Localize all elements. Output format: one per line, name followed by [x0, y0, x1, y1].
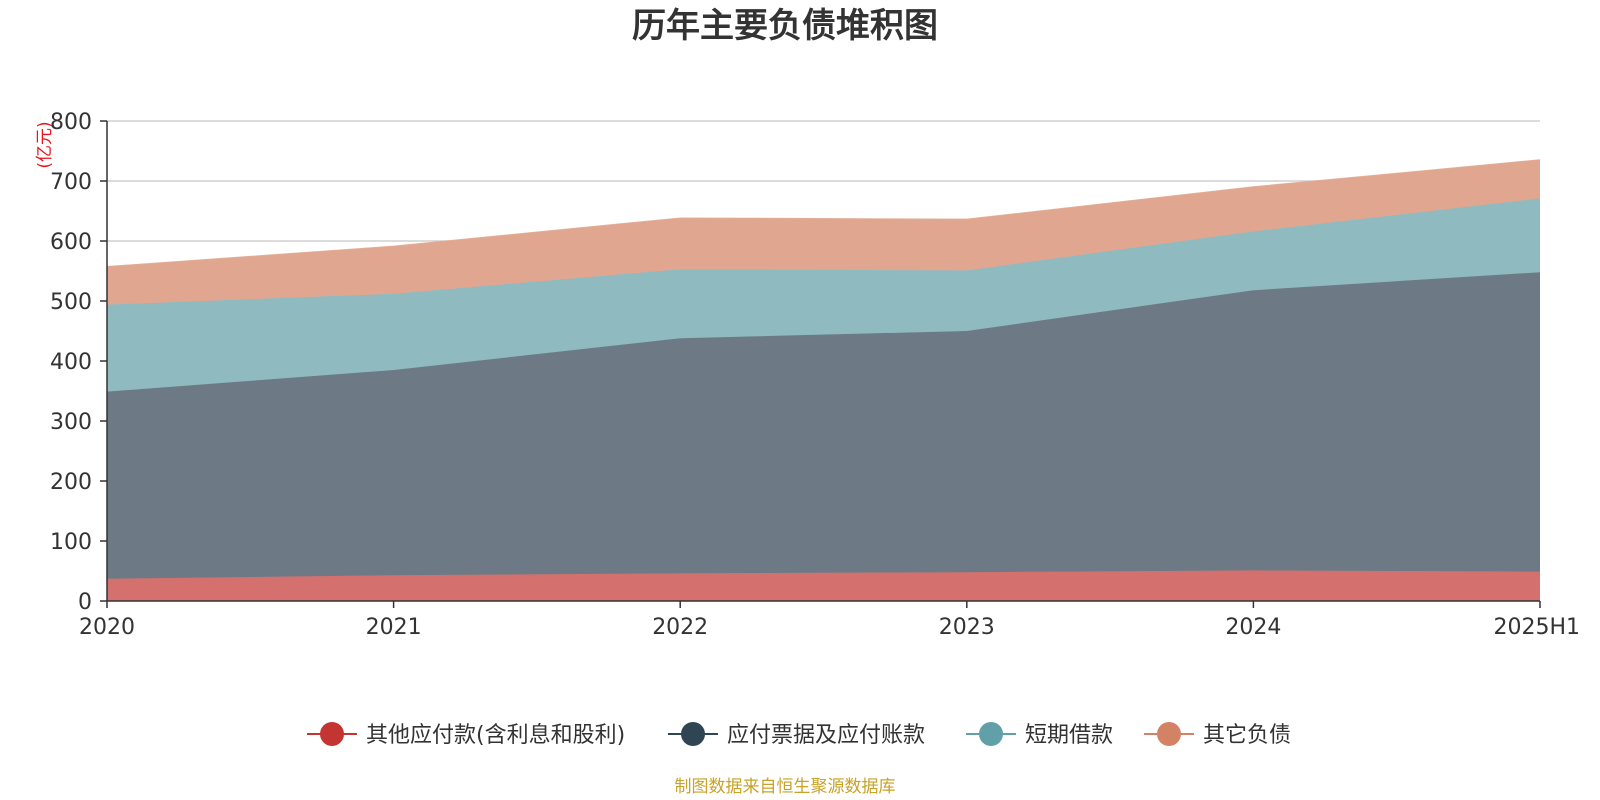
area-series — [106, 159, 1541, 601]
y-tick-label: 0 — [78, 590, 92, 615]
legend-item[interactable]: 其它负债 — [1144, 722, 1291, 748]
legend-marker — [979, 722, 1003, 746]
y-tick-label: 700 — [50, 170, 92, 195]
x-tick-label: 2022 — [652, 615, 708, 640]
legend-label: 短期借款 — [1025, 723, 1113, 748]
legend: 其他应付款(含利息和股利) 应付票据及应付账款 短期借款 其它负债 — [307, 722, 1291, 748]
x-tick-label: 2025H1 — [1493, 615, 1580, 640]
legend-item[interactable]: 其他应付款(含利息和股利) — [307, 722, 625, 748]
y-tick-label: 300 — [50, 410, 92, 435]
y-tick-label: 800 — [50, 110, 92, 135]
x-tick-label: 2023 — [939, 615, 995, 640]
legend-item[interactable]: 应付票据及应付账款 — [668, 722, 925, 748]
x-tick-label: 2024 — [1225, 615, 1281, 640]
area-2 — [107, 272, 1540, 579]
legend-label: 应付票据及应付账款 — [727, 723, 925, 748]
area-4 — [107, 160, 1540, 305]
area-line-4 — [106, 159, 1541, 268]
source-note: 制图数据来自恒生聚源数据库 — [675, 777, 896, 797]
y-tick-label: 100 — [50, 530, 92, 555]
x-tick-label: 2020 — [79, 615, 135, 640]
y-tick-label: 600 — [50, 230, 92, 255]
legend-label: 其它负债 — [1203, 723, 1291, 748]
chart-title: 历年主要负债堆积图 — [632, 6, 938, 46]
legend-marker — [1157, 722, 1181, 746]
legend-label: 其他应付款(含利息和股利) — [366, 723, 625, 748]
y-tick-label: 200 — [50, 470, 92, 495]
axes: 0 100 200 300 400 500 600 700 800 2020 2021 2022 202… — [50, 110, 1580, 640]
y-tick-label: 400 — [50, 350, 92, 375]
legend-marker — [320, 722, 344, 746]
area-3 — [107, 198, 1540, 392]
y-tick-label: 500 — [50, 290, 92, 315]
legend-marker — [681, 722, 705, 746]
area-1 — [107, 570, 1540, 601]
x-tick-label: 2021 — [366, 615, 422, 640]
y-unit-label: (亿元) — [35, 121, 55, 168]
legend-item[interactable]: 短期借款 — [966, 722, 1113, 748]
